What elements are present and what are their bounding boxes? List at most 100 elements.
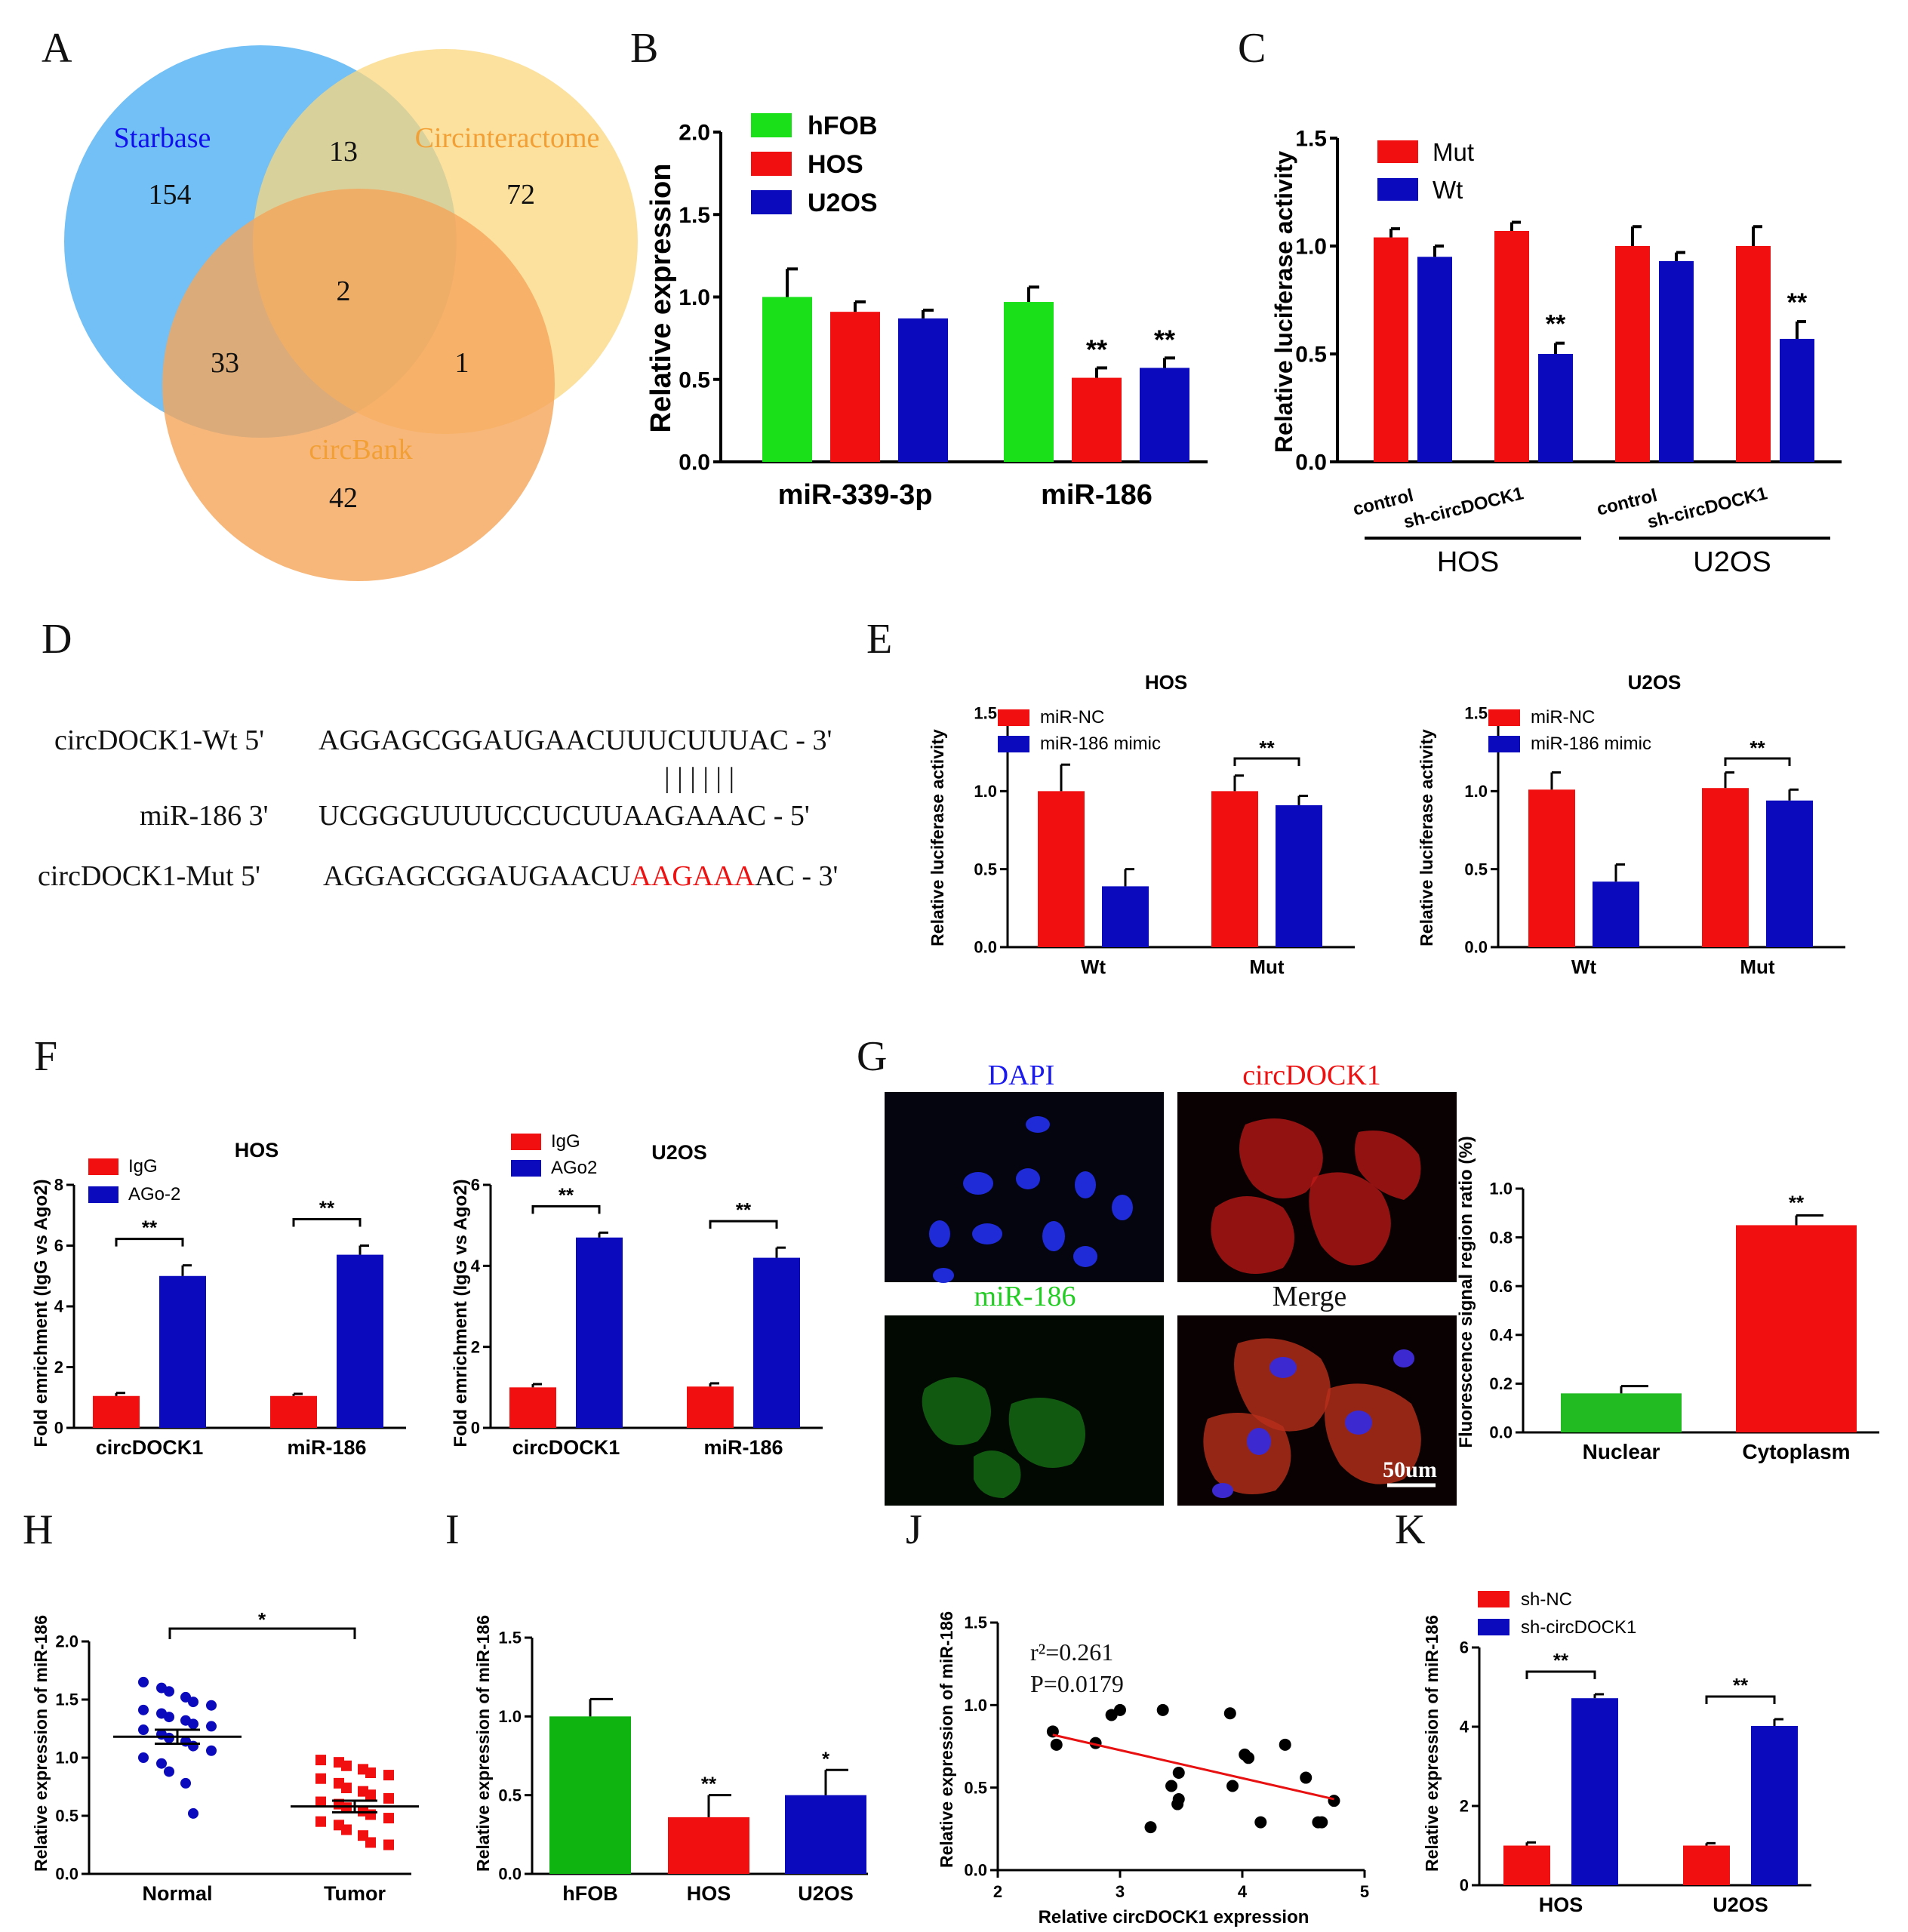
bar [1140, 368, 1189, 462]
legend-label: U2OS [808, 189, 878, 217]
scatter-point [188, 1697, 198, 1708]
h-ylabel: Relative expression of miR-186 [31, 1615, 51, 1872]
scatter-point [315, 1755, 326, 1766]
y-tick-label: 2 [471, 1337, 480, 1356]
e-hos-legend: miR-NC miR-186 mimic [998, 707, 1161, 754]
scatter-point [1165, 1780, 1178, 1792]
legend-label: AGo-2 [128, 1184, 180, 1204]
x-tick-label: circDOCK1 [96, 1436, 204, 1459]
y-tick-label: 2 [1460, 1797, 1469, 1816]
legend-swatch [1488, 709, 1520, 726]
significance-bracket [1233, 757, 1300, 766]
scatter-point [1171, 1798, 1184, 1810]
nucleus [929, 1220, 950, 1247]
regression-line [1052, 1734, 1334, 1801]
significance-marker: ** [1789, 1192, 1805, 1214]
e-hos-ylabel: Relative luciferase activity [928, 729, 947, 946]
b-ylabel: Relative expression [645, 164, 677, 433]
y-tick-label: 1.5 [964, 1614, 987, 1632]
x-tick-label: miR-186 [1041, 479, 1152, 511]
scatter-point [315, 1816, 326, 1827]
sequence-alignment: circDOCK1-Wt 5' AGGAGCGGAUGAACUUUCUUUAC … [38, 724, 838, 892]
x-tick-label: Wt [1081, 955, 1106, 978]
venn-circle-circbank [162, 189, 555, 581]
f-hos-ylabel: Fold emrichment (IgG vs Ago2) [31, 1179, 51, 1447]
legend-label: miR-NC [1531, 707, 1595, 728]
nucleus [1042, 1221, 1065, 1251]
significance-marker: ** [701, 1773, 717, 1795]
panel-label-g: G [857, 1033, 887, 1080]
significance-marker: * [258, 1608, 266, 1631]
scatter-point [1328, 1795, 1340, 1807]
legend-swatch [1478, 1619, 1509, 1635]
legend-label: Wt [1433, 176, 1463, 204]
y-tick-label: 1.0 [1489, 1180, 1513, 1198]
y-tick-label: 0.5 [974, 860, 997, 878]
chart-h: 0.0 0.5 1.0 1.5 2.0 Normal Tumor * [55, 1608, 419, 1905]
nucleus [1073, 1246, 1097, 1267]
legend-swatch [511, 1134, 541, 1150]
g-mir186-title: miR-186 [974, 1281, 1076, 1312]
mut-sequence: AGGAGCGGAUGAACUAAGAAAAC - 3' [323, 860, 838, 892]
y-tick-label: 0.5 [1464, 860, 1488, 878]
panel-label-h: H [23, 1506, 53, 1553]
y-tick-label: 1.5 [55, 1690, 78, 1709]
nucleus [1212, 1483, 1233, 1498]
y-tick-label: 1.0 [1295, 235, 1327, 260]
bar [159, 1275, 206, 1428]
scatter-point [188, 1807, 198, 1819]
panel-label-j: J [906, 1506, 922, 1553]
y-tick-label: 0.0 [1295, 451, 1327, 475]
b-legend: hFOB HOS U2OS [751, 112, 878, 217]
nucleus [972, 1223, 1002, 1244]
bar [1593, 881, 1639, 947]
scatter-point [383, 1770, 394, 1781]
wt-label: circDOCK1-Wt 5' [54, 724, 264, 756]
pairing-bars: | | | | | | [664, 762, 734, 794]
panel-label-a: A [42, 25, 72, 72]
y-tick-label: 1.5 [974, 704, 997, 723]
scatter-point [1156, 1703, 1169, 1716]
x-tick-label: miR-186 [287, 1436, 366, 1459]
bar [1780, 338, 1814, 462]
scatter-point [341, 1760, 352, 1771]
venn-label-circbank: circBank [309, 434, 412, 466]
x-tick-label: 2 [993, 1882, 1002, 1901]
y-tick-label: 8 [54, 1176, 63, 1195]
k-legend: sh-NC sh-circDOCK1 [1478, 1589, 1636, 1638]
x-tick-label: U2OS [1713, 1894, 1768, 1916]
e-u2os-title: U2OS [1628, 671, 1682, 694]
y-tick-label: 1.0 [498, 1707, 522, 1726]
bar [1561, 1393, 1682, 1432]
nucleus [933, 1268, 954, 1283]
micrograph-circdock1 [1177, 1092, 1457, 1282]
scale-bar-label: 50um [1383, 1457, 1437, 1482]
legend-swatch [1488, 736, 1520, 752]
y-tick-label: 1.0 [55, 1749, 78, 1767]
x-tick-label: Mut [1249, 955, 1285, 978]
c-xtick: sh-circDOCK1 [1645, 483, 1769, 533]
significance-marker: ** [1750, 737, 1765, 759]
nucleus [1393, 1349, 1414, 1367]
scatter-point [1172, 1766, 1185, 1779]
cell-body [922, 1377, 991, 1445]
panel-label-f: F [34, 1033, 57, 1080]
c-xlabels: control sh-circDOCK1 control sh-circDOCK… [1351, 483, 1830, 578]
y-tick-label: 2.0 [679, 121, 710, 146]
y-tick-label: 0 [471, 1419, 480, 1438]
y-tick-label: 1.0 [974, 782, 997, 801]
j-ylabel: Relative expression of miR-186 [937, 1611, 956, 1868]
micrograph-mir186 [885, 1315, 1164, 1506]
f-u2os-title: U2OS [651, 1141, 707, 1164]
g-circdock1-title: circDOCK1 [1242, 1060, 1381, 1091]
scatter-point [138, 1752, 149, 1763]
mut-seq-mutated: AAGAAA [630, 860, 755, 892]
mut-label: circDOCK1-Mut 5' [38, 860, 260, 892]
legend-label: hFOB [808, 112, 878, 140]
significance-bracket [292, 1218, 362, 1227]
significance-marker: ** [1553, 1649, 1569, 1672]
scatter-point [180, 1777, 191, 1789]
cell-body [1008, 1398, 1085, 1468]
scatter-point [383, 1839, 394, 1850]
